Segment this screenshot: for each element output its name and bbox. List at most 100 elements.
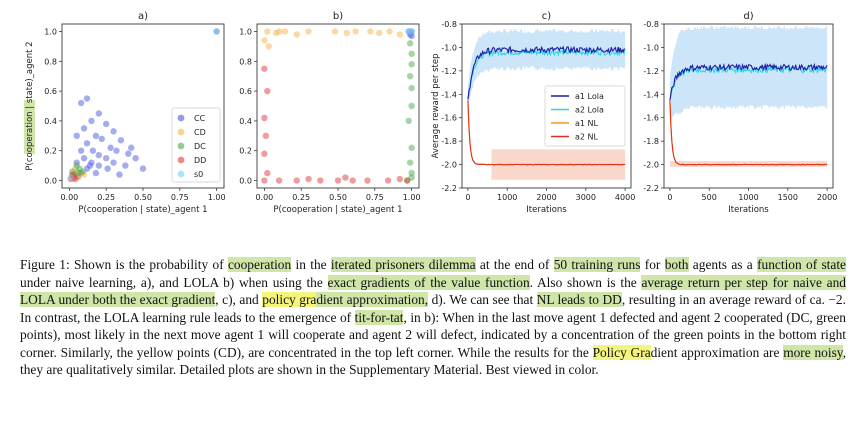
x-tick-label: 3000 [576, 193, 596, 202]
point-cd [275, 28, 283, 35]
x-tick-label: 4000 [615, 193, 635, 202]
point-cd [264, 28, 271, 35]
point-cc [122, 162, 129, 169]
legend-label-a2_lola: a2 Lola [575, 106, 604, 115]
caption-segment: both [664, 257, 689, 272]
x-tick-label: 0 [667, 193, 672, 202]
caption-segment: , in b): When in the last move agent 1 d… [20, 309, 846, 360]
legend-label-a2_nl: a2 NL [575, 133, 599, 142]
point-dc [406, 159, 414, 166]
point-dd [404, 177, 411, 184]
point-cc [83, 95, 91, 102]
point-cc [132, 154, 139, 162]
line-a2-nl [467, 100, 626, 166]
panel-d: d) 0 500 1000 1500 2000 -2.2 -2.0 -1.8 -1.6 -1.4 -1… [643, 11, 837, 215]
point-dd [364, 177, 371, 184]
legend-marker-dd [177, 156, 185, 164]
figure-1: a)0.00 0.25 0.50 0.75 1.000.00.20.40.60.81.0… [24, 11, 837, 215]
caption-segment: dient approximation are [650, 344, 784, 360]
point-dc [408, 102, 415, 110]
y-tick-label: -1.6 [441, 114, 457, 123]
caption-segment: , they are qualitatively similar. Detail… [20, 344, 846, 378]
panel-c: c) 0 1000 2000 3000 4000 -2.2 -2.0 -1.8 -1.6 -1.4 -… [431, 11, 635, 215]
y-tick-label: -2.2 [441, 184, 457, 193]
caption-segment: agents as a [688, 257, 758, 272]
point-cd [396, 31, 404, 38]
point-cc [139, 165, 147, 172]
point-cc [77, 99, 85, 107]
point-cc [73, 132, 80, 140]
legend-label-cd: CD [194, 128, 206, 137]
x-tick-label: 0 [465, 193, 470, 202]
panel-title: d) [743, 11, 753, 22]
y-tick-label: 1.0 [239, 27, 252, 36]
y-tick-label: 0.4 [44, 117, 57, 126]
caption-segment: exact gradients of the value function [327, 274, 530, 290]
point-cc [110, 159, 117, 166]
point-cd [331, 28, 339, 35]
legend-marker-cc [177, 114, 185, 122]
panel-b: b) 0.00 0.25 0.50 0.75 1.00 0.0 0.2 0.4 0.6 0.8 1.0… [239, 11, 420, 215]
point-cc [98, 135, 105, 142]
lola-confidence-band [669, 25, 828, 123]
y-tick-label: 0.2 [239, 147, 252, 156]
y-tick-label: -0.8 [441, 20, 457, 29]
point-dd [261, 65, 268, 72]
x-tick-label: 1000 [738, 193, 758, 202]
legend-label-dc: DC [194, 142, 206, 151]
y-tick-label: 0.8 [239, 57, 252, 66]
point-dd [261, 114, 268, 122]
caption-segment: Policy Gra [592, 344, 651, 360]
point-cd [281, 28, 289, 35]
caption-segment: NL leads to DD [536, 292, 622, 307]
caption-segment: , resulting in an average reward of ca. … [20, 292, 846, 325]
legend-label-cc: CC [194, 114, 206, 123]
point-dd [384, 177, 392, 184]
axes-frame [256, 23, 420, 189]
point-cd [352, 28, 359, 35]
panel-title: c) [542, 11, 551, 22]
y-tick-label: -0.8 [643, 20, 659, 29]
y-tick-label: 0.0 [239, 177, 252, 186]
x-tick-label: 0.50 [134, 193, 152, 202]
point-dd [261, 150, 268, 157]
caption-segment: policy gra [262, 292, 317, 307]
point-cc [102, 120, 110, 128]
y-tick-label: -1.4 [441, 90, 457, 99]
point-dd [264, 87, 271, 95]
point-dc [73, 162, 80, 169]
x-tick-label: 1.00 [208, 193, 226, 202]
point-dc [408, 61, 415, 68]
y-tick-label: -1.6 [643, 114, 659, 123]
x-tick-label: 1000 [497, 193, 517, 202]
y-tick-label: -1.8 [643, 137, 659, 146]
point-cc [92, 169, 100, 177]
caption-segment: at the end of [475, 257, 554, 272]
point-dd [305, 175, 312, 183]
x-tick-label: 500 [702, 193, 717, 202]
point-cc [95, 110, 103, 117]
x-tick-label: 0.75 [366, 193, 384, 202]
y-axis-label: P(cooperation | state)_agent 2 [25, 41, 35, 170]
legend-box [171, 107, 221, 183]
point-cc [125, 150, 132, 157]
point-cd [343, 29, 351, 37]
point-dc [408, 169, 415, 177]
legend-marker-s0 [177, 170, 185, 178]
y-tick-label: 0.0 [44, 177, 57, 186]
line-a1-lola [467, 45, 626, 100]
x-axis-label: P(cooperation | state)_agent 1 [273, 205, 402, 215]
point-cd [261, 37, 268, 44]
x-axis-label: P(cooperation | state)_agent 1 [78, 205, 207, 215]
point-cc [88, 117, 95, 125]
x-axis-label: Iterations [728, 205, 769, 215]
point-dd [342, 174, 349, 181]
point-cc [128, 144, 135, 151]
point-cc [86, 162, 94, 169]
caption-segment: cooperation [227, 257, 292, 272]
caption-segment: in the [291, 257, 331, 272]
point-dd [264, 169, 271, 177]
legend-label-s0: s0 [194, 170, 203, 179]
line-a1-lola [669, 62, 828, 102]
point-dd [317, 177, 324, 184]
